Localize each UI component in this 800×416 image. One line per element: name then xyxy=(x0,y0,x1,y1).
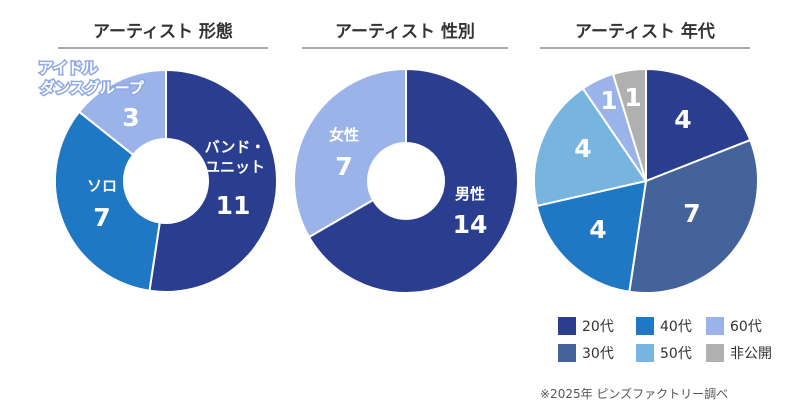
chart-title-form: アーティスト 形態 xyxy=(93,21,233,42)
slice-name-label: バンド・ xyxy=(205,138,266,156)
legend-label: 60代 xyxy=(730,319,762,335)
chart-title-age: アーティスト 年代 xyxy=(575,21,715,42)
legend-label: 30代 xyxy=(582,346,614,362)
legend-label: 非公開 xyxy=(730,346,772,362)
slice-name-label: 男性 xyxy=(455,185,485,203)
legend-label: 20代 xyxy=(582,319,614,335)
slice-name-label: アイドル xyxy=(38,59,97,77)
slice-value-label: 7 xyxy=(93,203,110,232)
slice-value-label: 4 xyxy=(574,134,591,163)
slice-name-label: ソロ xyxy=(87,177,117,195)
slice-value-label: 3 xyxy=(122,103,139,132)
slice-value-label: 7 xyxy=(683,199,700,228)
legend-swatch xyxy=(706,317,724,335)
slice-value-label: 1 xyxy=(624,83,641,112)
legend-swatch xyxy=(558,344,576,362)
slice-value-label: 4 xyxy=(589,215,606,244)
pie-slice xyxy=(535,179,648,293)
pie-slice xyxy=(611,67,647,182)
slice-name-label: ダンスグループ xyxy=(40,79,145,97)
pie-slice xyxy=(628,138,759,294)
chart-gender: アーティスト 性別 男性 14 女性 7 xyxy=(293,21,519,294)
slice-value-label: 14 xyxy=(453,210,488,239)
legend-label: 50代 xyxy=(660,346,692,362)
slice-value-label: 1 xyxy=(600,86,617,115)
legend-swatch xyxy=(636,317,654,335)
pie-slice xyxy=(54,110,161,292)
chart-title-gender: アーティスト 性別 xyxy=(335,21,475,42)
pie-slice xyxy=(645,67,752,183)
slice-name-label: 女性 xyxy=(329,126,359,144)
legend-age: 20代 40代 60代 30代 50代 非公開 xyxy=(558,317,772,362)
slice-value-label: 11 xyxy=(216,191,251,220)
legend-label: 40代 xyxy=(660,319,692,335)
slice-name-label: ユニット xyxy=(205,158,265,176)
pie-slice xyxy=(293,67,407,239)
footnote: ※2025年 ピンズファクトリー調べ xyxy=(540,386,728,401)
pie-slice xyxy=(148,68,278,293)
pie-slice xyxy=(307,67,519,294)
pie-slice xyxy=(533,87,648,208)
legend-swatch xyxy=(706,344,724,362)
legend-swatch xyxy=(558,317,576,335)
slice-value-label: 4 xyxy=(674,105,691,134)
slice-value-label: 7 xyxy=(335,152,352,181)
pie-slice xyxy=(77,68,167,157)
legend-swatch xyxy=(636,344,654,362)
